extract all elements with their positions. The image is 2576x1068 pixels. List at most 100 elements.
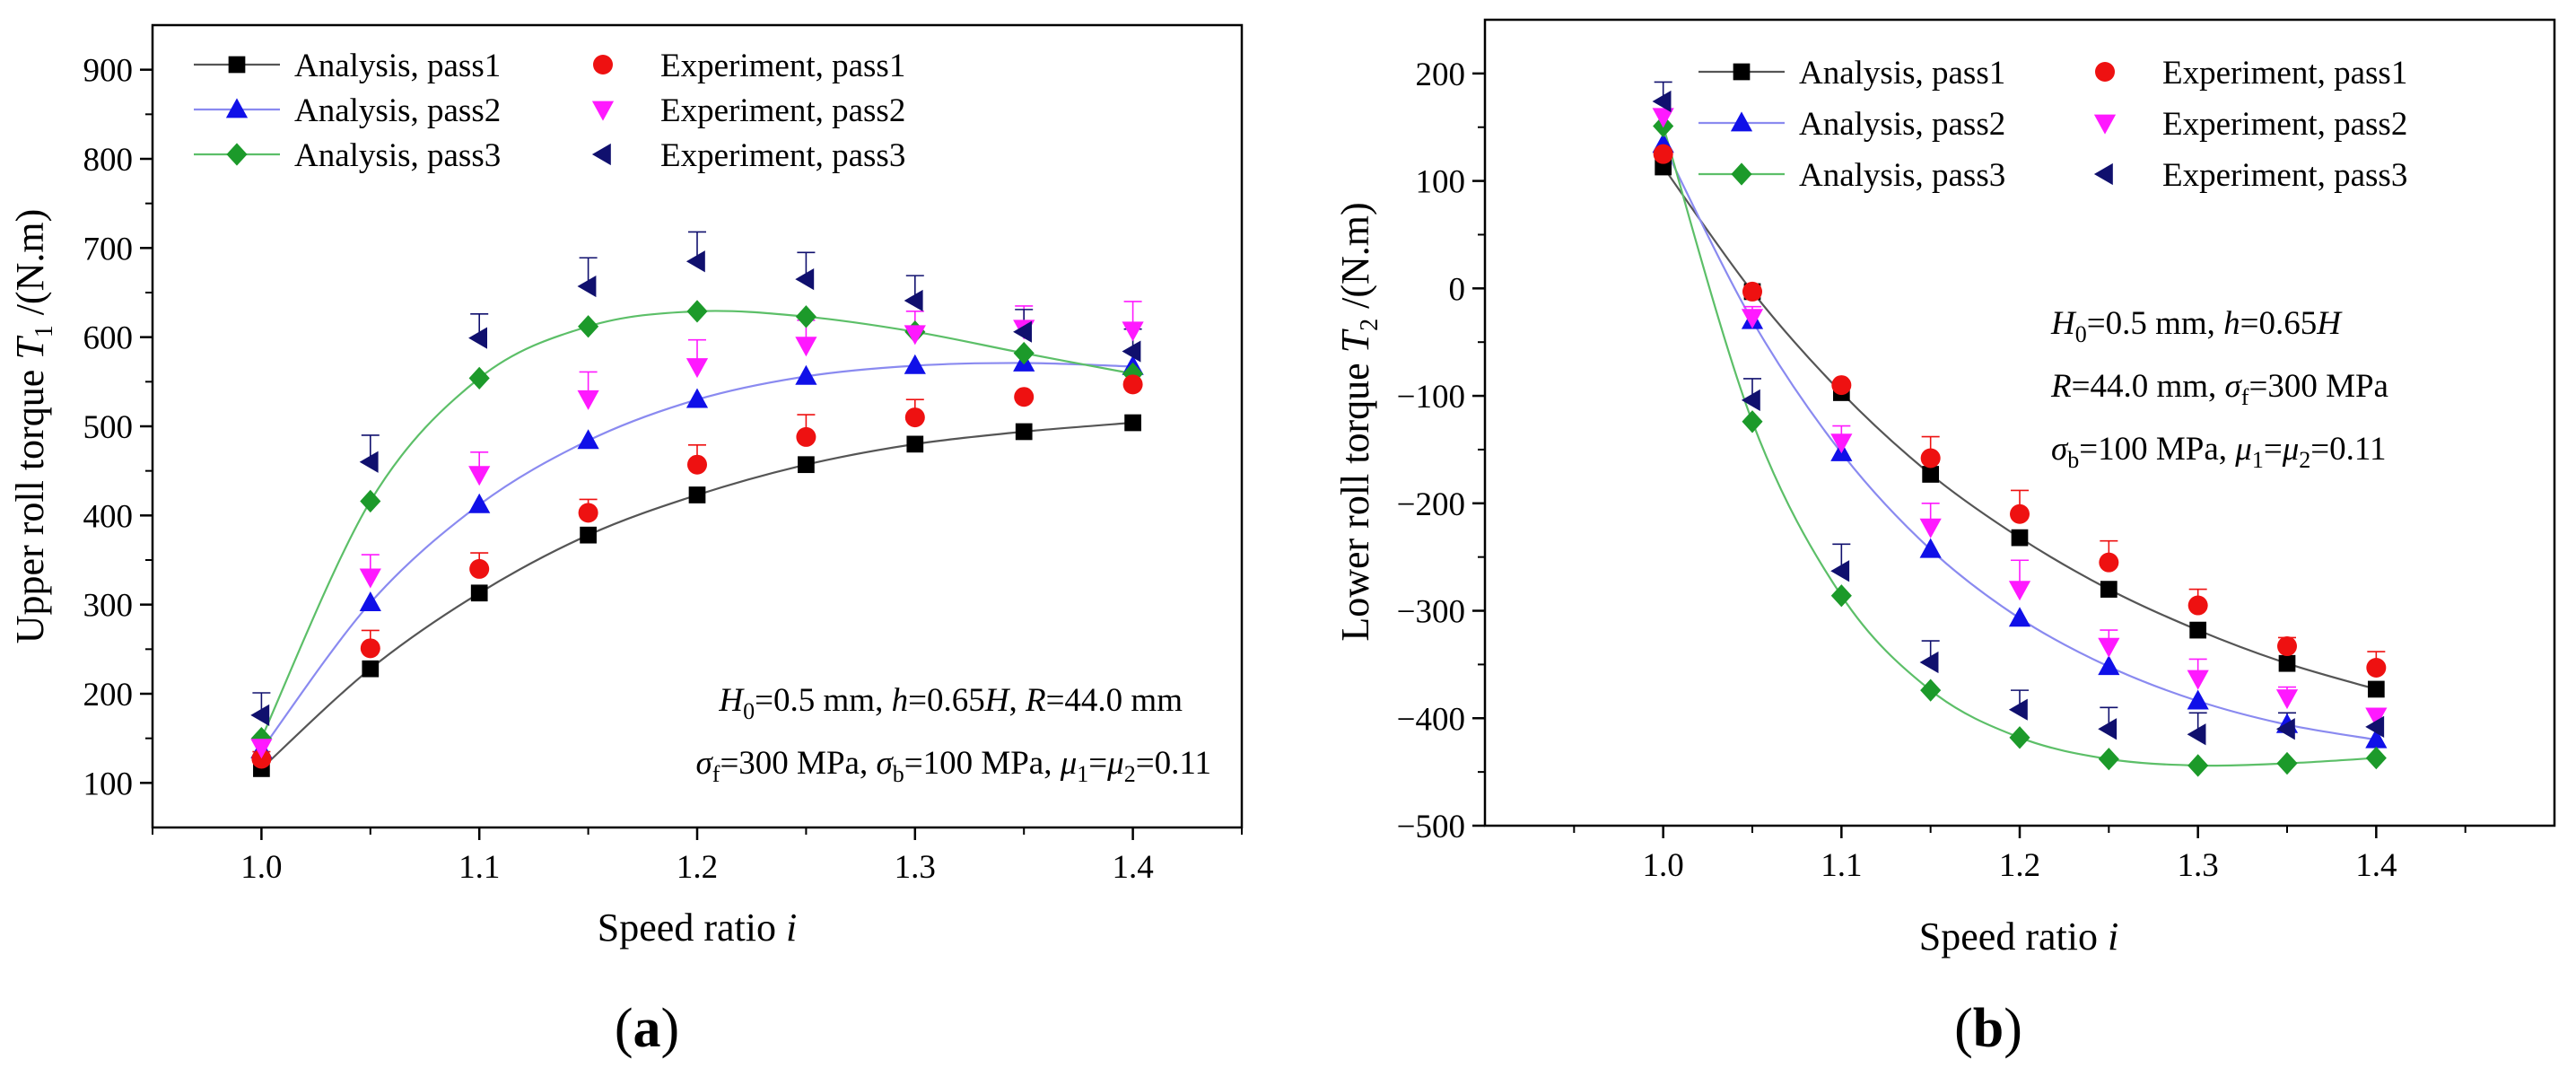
a-y-tick-label: 600 [83, 320, 134, 357]
chart-b-lines [1662, 126, 2377, 767]
b-legend-label: Analysis, pass1 [1799, 55, 2005, 92]
b-data-point [2008, 607, 2031, 627]
a-data-point [578, 315, 599, 338]
svg-text:σb=100 MPa, μ1=μ2=0.11: σb=100 MPa, μ1=μ2=0.11 [2051, 431, 2387, 473]
a-data-point [795, 268, 815, 291]
a-data-point [1015, 423, 1033, 441]
a-data-point [251, 748, 272, 769]
b-y-tick-label: −500 [1397, 809, 1465, 845]
a-data-point [685, 388, 709, 408]
a-data-point [468, 327, 487, 349]
a-data-point [906, 435, 924, 453]
a-y-tick-label: 300 [83, 588, 134, 625]
a-data-point [578, 503, 598, 523]
svg-text:R=44.0 mm, σf=300 MPa: R=44.0 mm, σf=300 MPa [2050, 368, 2388, 410]
chart-a-legend: Analysis, pass1 Analysis, pass2 Analysis, … [194, 48, 905, 174]
b-data-point [2098, 748, 2119, 771]
a-legend-label: Analysis, pass2 [294, 92, 501, 129]
a-legend-marker [226, 143, 248, 166]
b-x-tick-label: 1.1 [1821, 847, 1862, 884]
a-y-tick-label: 100 [83, 766, 134, 802]
b-data-point [1831, 375, 1852, 396]
a-data-point [468, 466, 491, 486]
a-data-point [798, 456, 815, 474]
chart-b-y-axis-label: Lower roll torque T2 /(N.m) [1333, 202, 1384, 641]
svg-text:H0=0.5 mm, h=0.65H: H0=0.5 mm, h=0.65H [2050, 305, 2343, 347]
a-legend-label: Analysis, pass1 [294, 48, 501, 84]
b-data-point [2187, 670, 2209, 690]
a-data-point [904, 354, 926, 374]
b-legend-label: Experiment, pass3 [2162, 157, 2407, 194]
b-y-tick-label: −200 [1397, 486, 1465, 523]
b-data-point [2187, 723, 2206, 746]
b-data-point [2009, 726, 2030, 749]
b-data-point [2189, 621, 2207, 639]
b-series-line-1 [1662, 166, 2377, 690]
b-data-point [2277, 636, 2297, 657]
b-data-point [2275, 718, 2295, 740]
b-data-point [2365, 746, 2387, 770]
a-data-point [470, 584, 488, 602]
a-x-tick-label: 1.1 [458, 849, 500, 886]
a-data-point [904, 325, 926, 346]
a-data-point [1124, 414, 1141, 432]
b-data-point [2098, 637, 2120, 658]
svg-text:σf=300 MPa, σb=100 MPa, μ1=μ2=: σf=300 MPa, σb=100 MPa, μ1=μ2=0.11 [696, 745, 1211, 787]
a-legend-marker [228, 56, 246, 74]
b-data-point [1920, 448, 1941, 468]
b-data-point [1652, 108, 1674, 128]
b-data-point [1919, 538, 1942, 558]
a-data-point [685, 358, 709, 379]
b-data-point [1741, 309, 1764, 329]
b-data-point [1919, 651, 1939, 674]
a-x-tick-label: 1.2 [677, 849, 718, 886]
b-series-line-3 [1662, 126, 2377, 767]
b-data-point [2365, 728, 2388, 748]
b-data-point [2365, 707, 2388, 728]
chart-a-ticks: 1.0 1.1 1.2 1.3 1.4 100 200 300 400 500 600 700 800 9… [83, 53, 1243, 886]
a-legend-label: Analysis, pass3 [294, 137, 501, 174]
b-legend-label: Analysis, pass2 [1799, 106, 2005, 143]
a-data-point [904, 407, 925, 428]
b-data-point [2011, 529, 2029, 547]
a-data-point [359, 568, 381, 589]
b-data-point [1919, 518, 1942, 538]
a-data-point [468, 366, 490, 390]
a-data-point [577, 429, 599, 450]
a-data-point [250, 739, 273, 759]
b-data-point [2187, 689, 2209, 710]
b-data-point [2187, 754, 2209, 777]
chart-a-x-axis-label: Speed ratio i [598, 906, 797, 950]
a-y-tick-label: 700 [83, 231, 134, 267]
b-legend-label: Experiment, pass2 [2162, 106, 2407, 143]
b-legend-marker [1731, 162, 1752, 186]
b-data-point [2100, 581, 2118, 598]
a-legend-marker [225, 98, 249, 118]
chart-b-legend: Analysis, pass1 Analysis, pass2 Analysis, … [1698, 55, 2407, 194]
a-data-point [1014, 387, 1035, 407]
b-data-point [2278, 654, 2296, 672]
b-data-point [2099, 552, 2119, 573]
a-data-point [1122, 374, 1143, 395]
a-data-point [1122, 340, 1141, 363]
a-legend-label: Experiment, pass2 [660, 92, 905, 129]
b-data-point [2367, 680, 2385, 698]
chart-a: 1.0 1.1 1.2 1.3 1.4 100 200 300 400 500 600 700 800 9… [8, 23, 1244, 1059]
b-legend-marker [1730, 111, 1753, 132]
b-y-tick-label: 100 [1416, 164, 1466, 201]
b-legend-marker [1733, 63, 1751, 81]
b-data-point [2275, 689, 2299, 710]
b-data-point [1653, 144, 1673, 164]
a-x-tick-label: 1.3 [895, 849, 936, 886]
a-data-point [250, 704, 270, 726]
b-legend-label: Analysis, pass3 [1799, 157, 2005, 194]
a-legend-marker [591, 101, 615, 121]
chart-b-panel-label: (b) [1954, 998, 2022, 1059]
a-data-point [688, 486, 706, 503]
a-data-point [580, 526, 597, 544]
svg-text:H0=0.5 mm, h=0.65H, R=44.0 mm: H0=0.5 mm, h=0.65H, R=44.0 mm [718, 682, 1183, 724]
chart-a-panel-label: (a) [615, 998, 679, 1059]
a-data-point [795, 305, 816, 328]
b-data-point [2187, 595, 2208, 616]
b-data-point [2365, 715, 2385, 738]
